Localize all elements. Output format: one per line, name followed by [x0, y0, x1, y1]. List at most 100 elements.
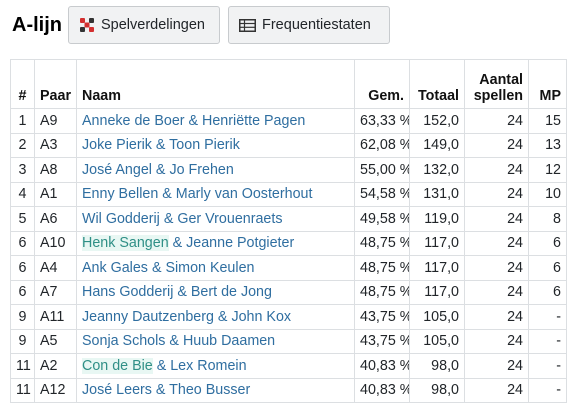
player-a-name: Con de Bie: [82, 357, 153, 374]
page-title: A-lijn: [12, 14, 62, 36]
boards-cell: 24: [464, 157, 529, 183]
player-b-name: Lex Romein: [170, 357, 247, 374]
player-b-name: Henriëtte Pagen: [202, 112, 306, 129]
total-cell: 117,0: [409, 279, 465, 305]
rank-cell: 9: [10, 328, 35, 354]
table-row: 11 A2 Con de Bie & Lex Romein 40,83 % 98,0 24…: [10, 353, 567, 379]
boards-cell: 24: [464, 279, 529, 305]
pair-cell: A11: [34, 304, 77, 330]
boards-cell: 24: [464, 304, 529, 330]
mp-cell: 12: [528, 157, 567, 183]
avg-cell: 49,58 %: [354, 206, 410, 232]
pair-name-link[interactable]: Henk Sangen & Jeanne Potgieter: [82, 235, 294, 252]
page-header: A-lijn Spelverdelingen Frequentiestaten: [0, 0, 577, 52]
boards-cell: 24: [464, 255, 529, 281]
name-cell: Jeanny Dautzenberg & John Kox: [76, 304, 355, 330]
mp-cell: -: [528, 304, 567, 330]
pair-cell: A2: [34, 353, 77, 379]
rank-cell: 2: [10, 132, 35, 158]
name-separator: &: [147, 259, 166, 276]
results-table-container: # Paar Naam Gem. Totaal Aantal spellen M…: [10, 59, 567, 403]
player-b-name: Jo Frehen: [169, 161, 234, 178]
mp-cell: 6: [528, 230, 567, 256]
avg-cell: 43,75 %: [354, 328, 410, 354]
total-cell: 117,0: [409, 230, 465, 256]
pair-name-link[interactable]: Sonja Schols & Huub Daamen: [82, 333, 275, 349]
name-cell: Joke Pierik & Toon Pierik: [76, 132, 355, 158]
col-total-header[interactable]: Totaal: [409, 59, 465, 109]
avg-cell: 55,00 %: [354, 157, 410, 183]
name-cell: Ank Gales & Simon Keulen: [76, 255, 355, 281]
total-cell: 98,0: [409, 353, 465, 379]
pair-cell: A1: [34, 181, 77, 207]
col-avg-header[interactable]: Gem.: [354, 59, 410, 109]
table-row: 5 A6 Wil Godderij & Ger Vrouenraets 49,58 %…: [10, 206, 567, 232]
boards-cell: 24: [464, 181, 529, 207]
rank-cell: 3: [10, 157, 35, 183]
pair-cell: A6: [34, 206, 77, 232]
name-separator: &: [151, 382, 170, 399]
player-a-name: Joke Pierik: [82, 137, 152, 154]
total-cell: 152,0: [409, 108, 465, 134]
avg-cell: 54,58 %: [354, 181, 410, 207]
player-a-name: José Angel: [82, 161, 152, 178]
col-mp-header[interactable]: MP: [528, 59, 567, 109]
avg-cell: 48,75 %: [354, 230, 410, 256]
player-a-name: Anneke de Boer: [82, 112, 185, 129]
col-rank-header[interactable]: #: [10, 59, 35, 109]
col-name-header[interactable]: Naam: [76, 59, 355, 109]
table-row: 2 A3 Joke Pierik & Toon Pierik 62,08 % 149,0…: [10, 132, 567, 158]
rank-cell: 6: [10, 255, 35, 281]
mp-cell: 10: [528, 181, 567, 207]
name-separator: &: [184, 112, 203, 129]
col-boards-header[interactable]: Aantal spellen: [464, 59, 529, 109]
pair-name-link[interactable]: Ank Gales & Simon Keulen: [82, 260, 254, 276]
boards-cell: 24: [464, 108, 529, 134]
mp-cell: -: [528, 353, 567, 379]
pair-cell: A7: [34, 279, 77, 305]
total-cell: 132,0: [409, 157, 465, 183]
col-boards-header-line1: Aantal: [479, 72, 523, 88]
table-row: 1 A9 Anneke de Boer & Henriëtte Pagen 63,33…: [10, 108, 567, 134]
frequentiestaten-label: Frequentiestaten: [262, 17, 371, 33]
col-pair-header[interactable]: Paar: [34, 59, 77, 109]
pair-name-link[interactable]: Joke Pierik & Toon Pierik: [82, 137, 240, 153]
name-separator: &: [158, 186, 176, 203]
pair-name-link[interactable]: Jeanny Dautzenberg & John Kox: [82, 309, 291, 325]
player-a-name: Wil Godderij: [82, 210, 160, 227]
name-separator: &: [159, 210, 178, 227]
total-cell: 131,0: [409, 181, 465, 207]
player-a-name: José Leers: [82, 382, 152, 399]
avg-cell: 48,75 %: [354, 255, 410, 281]
rank-cell: 4: [10, 181, 35, 207]
name-separator: &: [151, 137, 170, 154]
rank-cell: 5: [10, 206, 35, 232]
mp-cell: -: [528, 328, 567, 354]
name-cell: Hans Godderij & Bert de Jong: [76, 279, 355, 305]
player-a-name: Sonja Schols: [82, 333, 166, 350]
mp-cell: 8: [528, 206, 567, 232]
pair-name-link[interactable]: Hans Godderij & Bert de Jong: [82, 284, 272, 300]
pair-name-link[interactable]: Con de Bie & Lex Romein: [82, 357, 247, 374]
pair-name-link[interactable]: Wil Godderij & Ger Vrouenraets: [82, 211, 283, 227]
table-row: 9 A5 Sonja Schols & Huub Daamen 43,75 % 105,…: [10, 328, 567, 354]
pair-name-link[interactable]: Enny Bellen & Marly van Oosterhout: [82, 186, 312, 202]
player-a-name: Enny Bellen: [82, 186, 159, 203]
mp-cell: -: [528, 377, 567, 403]
pair-cell: A9: [34, 108, 77, 134]
results-table: # Paar Naam Gem. Totaal Aantal spellen M…: [10, 59, 567, 403]
player-b-name: Huub Daamen: [182, 333, 276, 350]
pair-name-link[interactable]: José Leers & Theo Busser: [82, 382, 250, 398]
dice-icon: [79, 17, 95, 33]
frequentiestaten-button[interactable]: Frequentiestaten: [228, 6, 390, 44]
total-cell: 98,0: [409, 377, 465, 403]
boards-cell: 24: [464, 206, 529, 232]
player-a-name: Ank Gales: [82, 259, 148, 276]
mp-cell: 15: [528, 108, 567, 134]
name-cell: José Angel & Jo Frehen: [76, 157, 355, 183]
table-row: 3 A8 José Angel & Jo Frehen 55,00 % 132,0 24 1…: [10, 157, 567, 183]
pair-name-link[interactable]: Anneke de Boer & Henriëtte Pagen: [82, 113, 305, 129]
player-b-name: John Kox: [231, 308, 292, 325]
pair-name-link[interactable]: José Angel & Jo Frehen: [82, 162, 234, 178]
spelverdelingen-button[interactable]: Spelverdelingen: [68, 6, 220, 44]
